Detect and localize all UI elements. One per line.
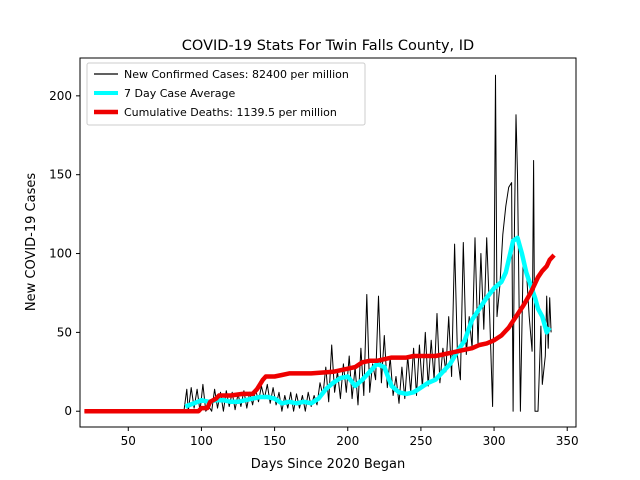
legend-label-average: 7 Day Case Average <box>124 87 236 100</box>
legend-label-deaths: Cumulative Deaths: 1139.5 per million <box>124 106 337 119</box>
series-line-1 <box>184 235 552 409</box>
chart-title: COVID-19 Stats For Twin Falls County, ID <box>182 38 474 54</box>
legend: New Confirmed Cases: 82400 per million 7… <box>86 62 366 126</box>
x-tick-label: 250 <box>409 434 432 448</box>
series-line-0 <box>84 74 552 412</box>
axis-ticks: 50 100 150 200 250 300 350 0 50 100 150 200 <box>49 89 579 448</box>
x-tick-label: 150 <box>263 434 286 448</box>
x-tick-label: 100 <box>190 434 213 448</box>
y-tick-label: 150 <box>49 168 72 182</box>
legend-label-cases: New Confirmed Cases: 82400 per million <box>124 68 349 81</box>
x-tick-label: 50 <box>121 434 136 448</box>
legend-box <box>86 62 366 126</box>
x-tick-label: 350 <box>556 434 579 448</box>
y-axis-label: New COVID-19 Cases <box>24 173 39 311</box>
y-tick-label: 200 <box>49 89 72 103</box>
plot-area <box>84 74 556 414</box>
series-line-2 <box>84 253 556 414</box>
axes-frame <box>79 57 577 428</box>
x-tick-label: 200 <box>336 434 359 448</box>
y-tick-label: 50 <box>57 325 72 339</box>
y-tick-label: 100 <box>49 247 72 261</box>
x-tick-label: 300 <box>483 434 506 448</box>
x-axis-label: Days Since 2020 Began <box>251 457 406 472</box>
y-tick-label: 0 <box>64 404 72 418</box>
